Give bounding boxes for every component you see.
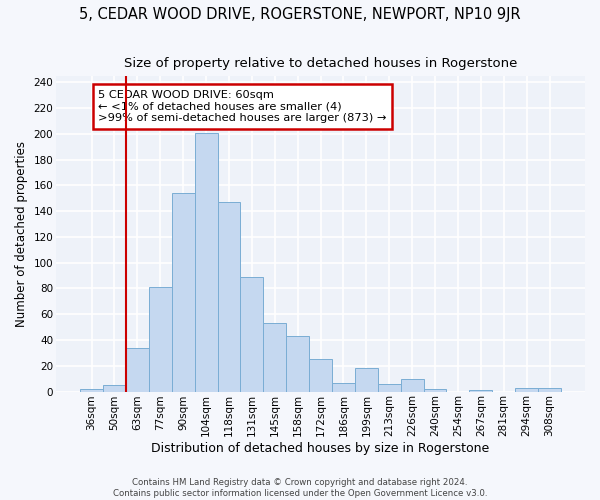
Y-axis label: Number of detached properties: Number of detached properties (15, 140, 28, 326)
Bar (469, 390, 492, 392)
Bar (194, 132, 218, 392)
Bar (378, 384, 401, 392)
Text: Contains HM Land Registry data © Crown copyright and database right 2024.
Contai: Contains HM Land Registry data © Crown c… (113, 478, 487, 498)
Bar (355, 368, 378, 392)
Bar (103, 385, 126, 392)
Bar (309, 360, 332, 392)
Bar (241, 277, 263, 392)
Title: Size of property relative to detached houses in Rogerstone: Size of property relative to detached ho… (124, 58, 517, 70)
Bar (126, 348, 149, 392)
Bar (80, 389, 103, 392)
Bar (172, 193, 194, 392)
Bar (218, 202, 241, 392)
Bar (263, 323, 286, 392)
Bar (286, 336, 309, 392)
Bar (515, 388, 538, 392)
Bar (538, 388, 561, 392)
Text: 5, CEDAR WOOD DRIVE, ROGERSTONE, NEWPORT, NP10 9JR: 5, CEDAR WOOD DRIVE, ROGERSTONE, NEWPORT… (79, 8, 521, 22)
Bar (424, 389, 446, 392)
Bar (332, 382, 355, 392)
Text: 5 CEDAR WOOD DRIVE: 60sqm
← <1% of detached houses are smaller (4)
>99% of semi-: 5 CEDAR WOOD DRIVE: 60sqm ← <1% of detac… (98, 90, 387, 123)
Bar (149, 287, 172, 392)
Bar (401, 378, 424, 392)
X-axis label: Distribution of detached houses by size in Rogerstone: Distribution of detached houses by size … (151, 442, 490, 455)
